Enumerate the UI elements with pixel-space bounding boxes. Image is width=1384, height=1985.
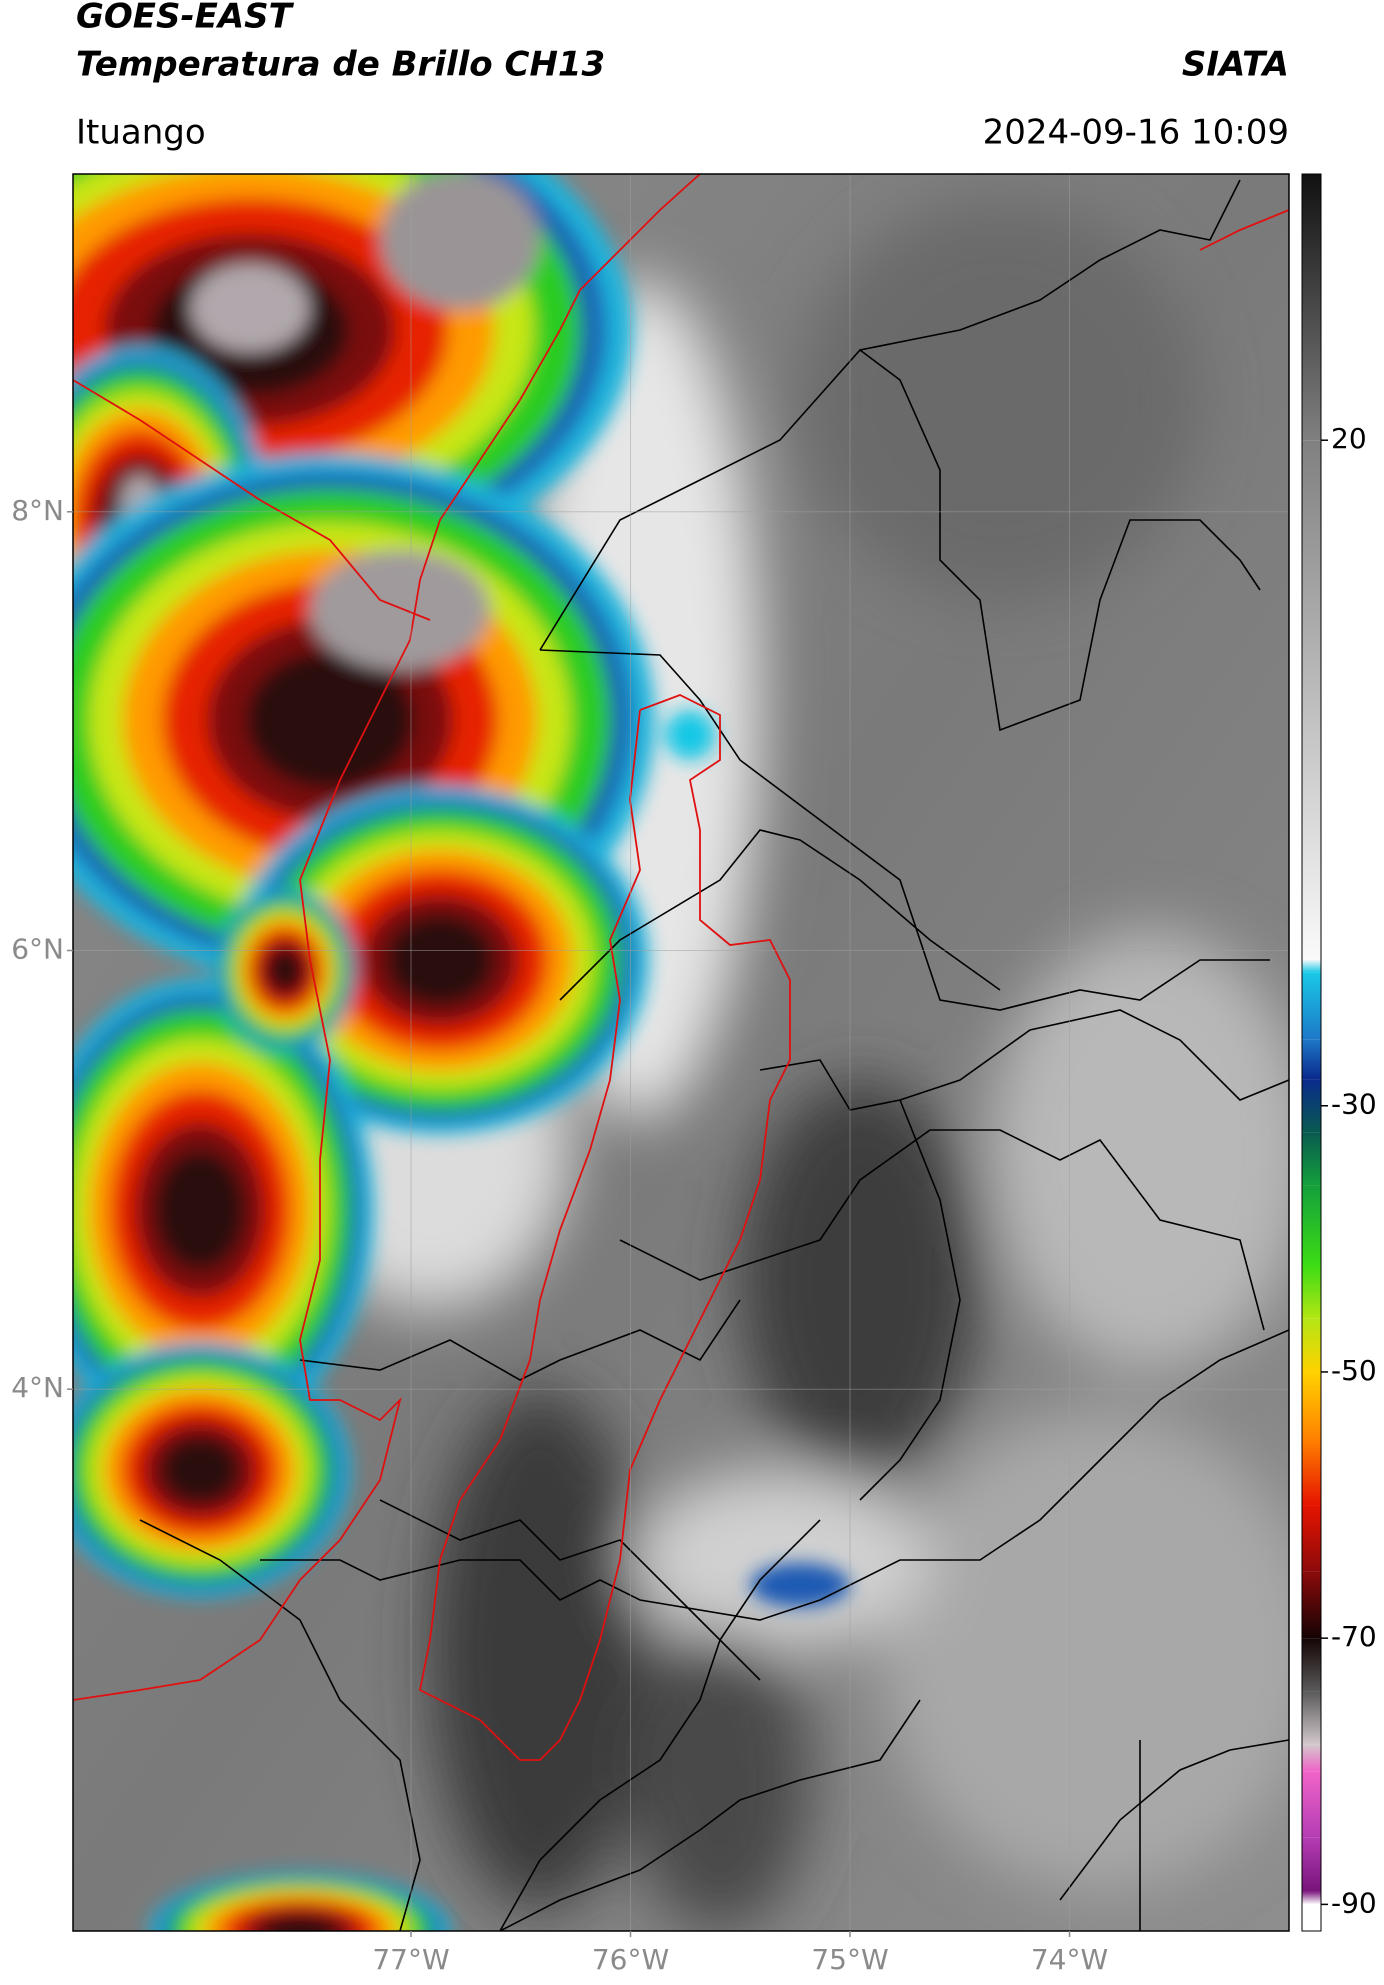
- subtitle: Temperatura de Brillo CH13: [76, 45, 605, 85]
- storm-layer: [665, 710, 715, 760]
- colorbar-tick-label: -30: [1331, 1088, 1377, 1121]
- colorbar-tick-label: -90: [1331, 1886, 1377, 1919]
- boundaries: [139, 179, 1289, 1931]
- colorbar-segment: [1302, 440, 1321, 960]
- colorbar-segment: [1302, 1132, 1321, 1186]
- colorbar-segment: [1302, 1571, 1321, 1639]
- region-outline: [73, 174, 1289, 1761]
- storm-core: [310, 550, 490, 670]
- colorbar-segment: [1302, 1265, 1321, 1319]
- storm-layer: [386, 915, 494, 1005]
- x-tick-label: 76°W: [592, 1943, 669, 1976]
- storm-layer: [246, 651, 414, 789]
- colorbar-segment: [1302, 1691, 1321, 1745]
- y-tick-label: 8°N: [11, 494, 64, 527]
- map-axes: 77°W 76°W 75°W 74°W 8°N 6°N 4°N: [11, 494, 1108, 1976]
- storm-core: [190, 264, 310, 352]
- colorbar-segment: [1302, 1318, 1321, 1372]
- colorbar-segment: [1302, 1837, 1321, 1892]
- storm-layer: [155, 1150, 245, 1270]
- colorbar-segment: [1302, 1079, 1321, 1133]
- storm-layer: [161, 1437, 239, 1503]
- storm-core: [380, 174, 540, 310]
- graticule: [73, 174, 1289, 1931]
- colorbar: 20 -30 -50 -70 -90: [1301, 173, 1377, 1932]
- colorbar-tick-label: -70: [1331, 1620, 1377, 1653]
- y-tick-label: 6°N: [11, 933, 64, 966]
- x-tick-label: 77°W: [372, 1943, 449, 1976]
- colorbar-frame: [1301, 173, 1322, 1932]
- colorbar-segment: [1302, 1891, 1321, 1905]
- x-tick-label: 74°W: [1031, 1943, 1108, 1976]
- colorbar-segment: [1302, 1371, 1321, 1439]
- location: Ituango: [76, 113, 206, 153]
- colorbar-segment: [1302, 1438, 1321, 1506]
- colorbar-segment: [1302, 1505, 1321, 1572]
- colorbar-segment: [1302, 1638, 1321, 1692]
- title: GOES-EAST: [76, 0, 295, 37]
- colorbar-segment: [1302, 1904, 1321, 1931]
- storm-layer: [261, 1915, 339, 1931]
- source: SIATA: [1182, 45, 1289, 85]
- map-image: [73, 174, 1289, 1931]
- colorbar-tick-label: -50: [1331, 1354, 1377, 1387]
- storm-layer: [267, 949, 303, 991]
- colorbar-tick-label: 20: [1331, 422, 1367, 455]
- timestamp: 2024-09-16 10:09: [983, 113, 1289, 153]
- colorbar-segment: [1302, 959, 1321, 973]
- colorbar-segment: [1302, 1185, 1321, 1266]
- colorbar-segment: [1302, 1771, 1321, 1838]
- colorbar-segment: [1302, 972, 1321, 1040]
- colorbar-segment: [1302, 174, 1321, 441]
- storm-layer: [750, 1563, 850, 1607]
- colorbar-segment: [1302, 1744, 1321, 1772]
- colorbar-segment: [1302, 1039, 1321, 1080]
- y-tick-label: 4°N: [11, 1371, 64, 1404]
- x-tick-label: 75°W: [811, 1943, 888, 1976]
- map-frame: [72, 173, 1290, 1932]
